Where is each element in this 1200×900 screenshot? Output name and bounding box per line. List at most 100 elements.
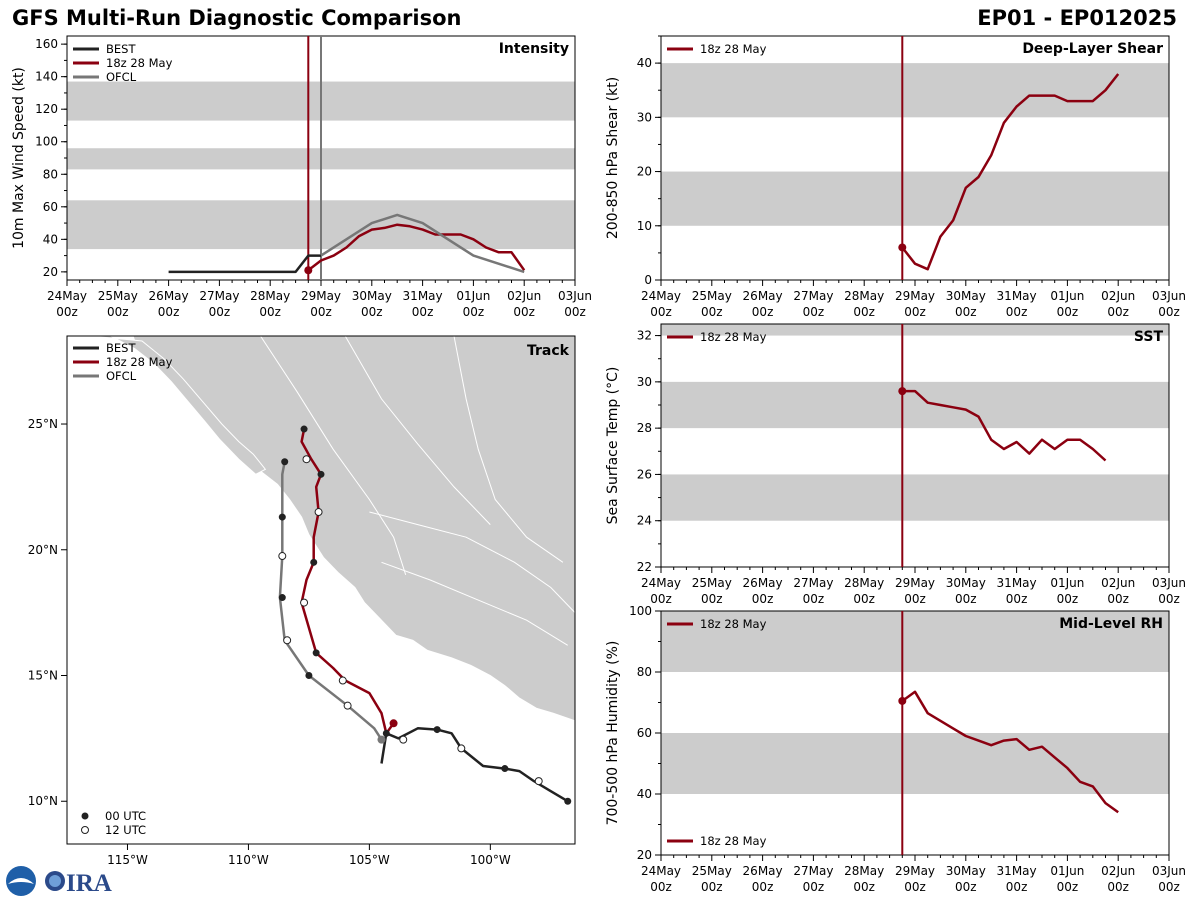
rh-xtick-label-hour: 00z: [1006, 880, 1028, 894]
track-ytick-label: 10°N: [28, 794, 58, 808]
track-marker-00utc: [278, 513, 286, 521]
rh-xtick-label: 26May: [743, 864, 783, 878]
shear-xtick-label: 27May: [793, 289, 833, 303]
shear-xtick-label: 01Jun: [1050, 289, 1084, 303]
shear-xtick-label: 24May: [641, 289, 681, 303]
shear-ytick-label: 20: [637, 165, 652, 179]
intensity-xtick-label-hour: 00z: [513, 305, 535, 319]
rh-panel: 20 40 60 80 100 24May 00z 25May 00z 26May 00z 27May…: [605, 604, 1186, 894]
track-marker-00utc: [433, 726, 441, 734]
intensity-ytick-label: 60: [43, 200, 58, 214]
sst-xtick-label: 27May: [793, 576, 833, 590]
rh-xtick-label: 30May: [946, 864, 986, 878]
shear-xtick-label-hour: 00z: [1006, 305, 1028, 319]
intensity-legend-label: BEST: [106, 42, 136, 56]
track-marker-00utc: [501, 765, 509, 773]
intensity-init-marker: [304, 266, 313, 275]
intensity-panel: 20 40 60 80 100 120 140 160 24May 00z 25May 00z 26Ma…: [11, 35, 592, 319]
rh-ytick-label: 20: [637, 848, 652, 862]
intensity-xtick-label-hour: 00z: [107, 305, 129, 319]
sst-ytick-label: 28: [637, 421, 652, 435]
rh-xtick-label-hour: 00z: [904, 880, 926, 894]
sst-xtick-label: 29May: [895, 576, 935, 590]
rh-xtick-label-hour: 00z: [1057, 880, 1079, 894]
track-xtick-label: 105°W: [349, 853, 390, 867]
shear-xtick-label-hour: 00z: [650, 305, 672, 319]
state-border-2: [453, 336, 564, 563]
sst-ytick-label: 30: [637, 375, 652, 389]
intensity-xtick-label-hour: 00z: [564, 305, 586, 319]
intensity-legend-label: 18z 28 May: [106, 56, 173, 70]
sst-xtick-label: 30May: [946, 576, 986, 590]
intensity-ytick-label: 100: [35, 135, 58, 149]
sst-xtick-label-hour: 00z: [650, 592, 672, 606]
sst-legend-label: 18z 28 May: [700, 330, 767, 344]
shear-band-0: [661, 171, 1169, 226]
track-marker-12utc: [457, 744, 466, 753]
sst-xtick-label-hour: 00z: [1057, 592, 1079, 606]
rh-band-0: [661, 733, 1169, 794]
sst-ytick-label: 32: [637, 329, 652, 343]
sst-ytick-label: 22: [637, 560, 652, 574]
shear-xtick-label-hour: 00z: [752, 305, 774, 319]
rh-band-1: [661, 611, 1169, 672]
rh-xtick-label: 24May: [641, 864, 681, 878]
rh-xtick-label: 03Jun: [1152, 864, 1186, 878]
marker-legend-label: 00 UTC: [105, 809, 146, 823]
sst-xtick-label: 24May: [641, 576, 681, 590]
sst-title: SST: [1134, 329, 1164, 345]
track-xtick-label: 110°W: [228, 853, 269, 867]
track-marker-12utc: [534, 777, 543, 786]
track-marker-00utc: [317, 470, 325, 478]
storm-id: EP01 - EP012025: [977, 6, 1177, 30]
track-marker-12utc: [314, 508, 323, 517]
rh-xtick-label-hour: 00z: [803, 880, 825, 894]
track-marker-12utc: [278, 552, 287, 561]
track-marker-12utc: [338, 676, 347, 685]
shear-xtick-label-hour: 00z: [955, 305, 977, 319]
intensity-xtick-label: 29May: [301, 289, 341, 303]
sst-series-run: [902, 389, 1107, 462]
shear-xtick-label-hour: 00z: [803, 305, 825, 319]
shear-xtick-label-hour: 00z: [904, 305, 926, 319]
track-marker-00utc: [382, 729, 390, 737]
intensity-series-run: [307, 223, 526, 272]
sst-frame: [660, 323, 1170, 568]
intensity-ylabel: 10m Max Wind Speed (kt): [11, 67, 27, 249]
track-marker-12utc: [399, 735, 408, 744]
sst-xtick-label-hour: 00z: [853, 592, 875, 606]
rh-xtick-label-hour: 00z: [752, 880, 774, 894]
intensity-xtick-label: 26May: [149, 289, 189, 303]
shear-panel: 0 10 20 30 40 24May 00z 25May 00z 26May 00z 27May 00…: [605, 35, 1186, 319]
rh-legend-label-top: 18z 28 May: [700, 617, 767, 631]
rh-xtick-label: 28May: [844, 864, 884, 878]
shear-init-marker: [898, 243, 907, 252]
sst-xtick-label-hour: 00z: [1006, 592, 1028, 606]
intensity-xtick-label-hour: 00z: [158, 305, 180, 319]
shear-xtick-label-hour: 00z: [701, 305, 723, 319]
track-ytick-label: 15°N: [28, 669, 58, 683]
track-legend-label: 18z 28 May: [106, 355, 173, 369]
rh-xtick-label: 25May: [692, 864, 732, 878]
sst-xtick-label: 02Jun: [1101, 576, 1135, 590]
intensity-ytick-label: 40: [43, 232, 58, 246]
intensity-xtick-label-hour: 00z: [310, 305, 332, 319]
state-border-0: [260, 336, 407, 576]
shear-xtick-label: 25May: [692, 289, 732, 303]
intensity-ytick-label: 120: [35, 102, 58, 116]
noaa-bird-icon: [8, 878, 34, 884]
shear-xtick-label-hour: 00z: [1107, 305, 1129, 319]
intensity-ytick-label: 140: [35, 70, 58, 84]
rh-title: Mid-Level RH: [1059, 616, 1163, 632]
rh-ytick-label: 80: [637, 665, 652, 679]
state-border-1: [344, 336, 491, 525]
intensity-series-best: [168, 254, 321, 274]
rh-init-marker: [898, 696, 907, 705]
track-marker-00utc: [300, 425, 308, 433]
track-ytick-label: 25°N: [28, 417, 58, 431]
intensity-xtick-label-hour: 00z: [259, 305, 281, 319]
rh-ytick-label: 100: [629, 604, 652, 618]
sst-panel: 22 24 26 28 30 32 24May 00z 25May 00z 26May 00z 27Ma…: [605, 323, 1186, 606]
intensity-xtick-label-hour: 00z: [56, 305, 78, 319]
track-marker-12utc: [302, 455, 311, 464]
